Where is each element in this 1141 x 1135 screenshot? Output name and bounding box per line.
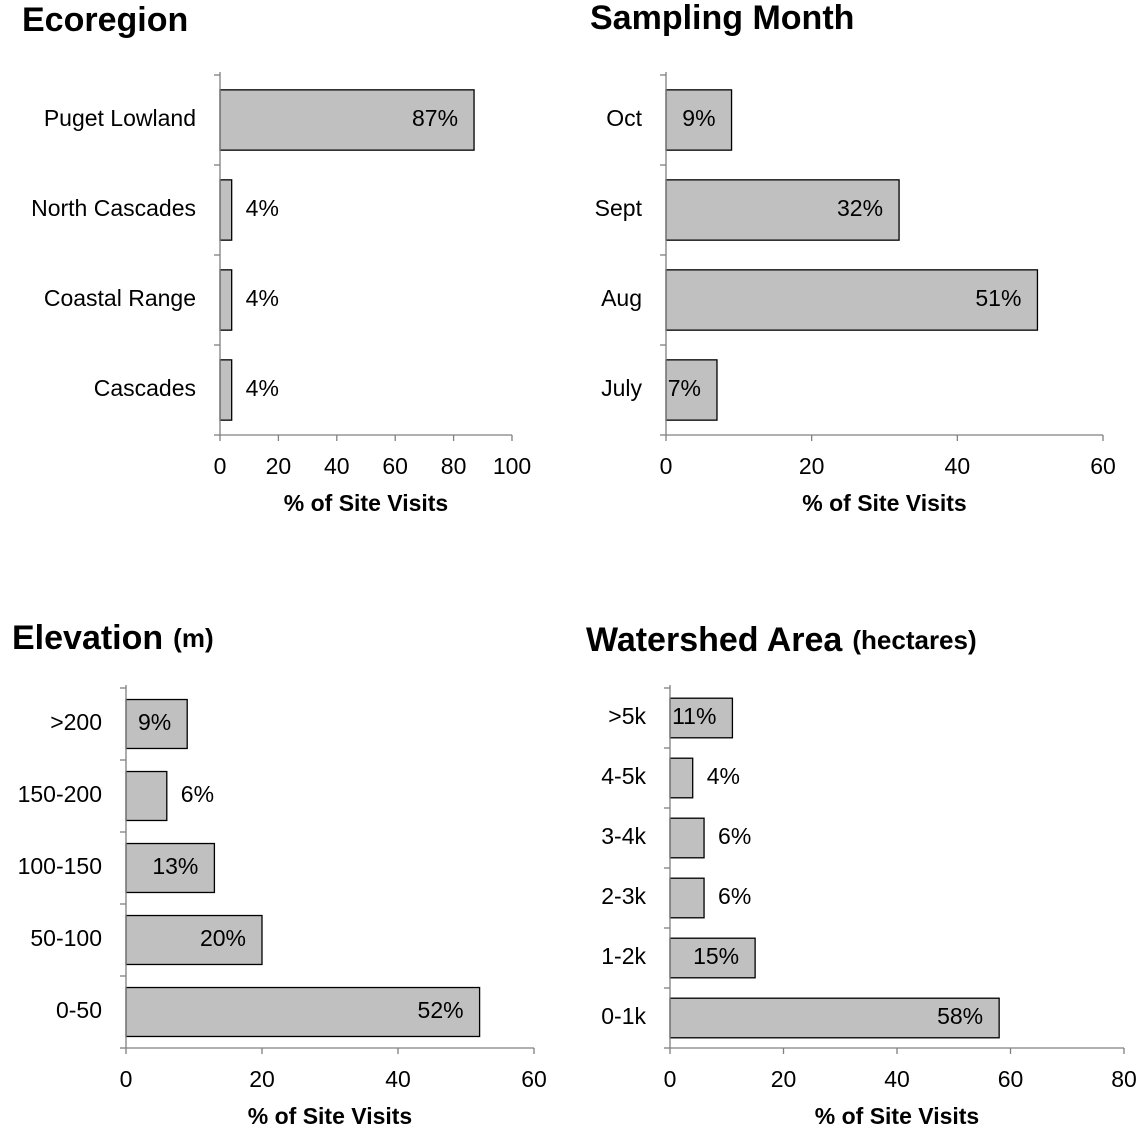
category-label: Aug (601, 285, 642, 311)
x-tick-label: 80 (441, 453, 467, 479)
x-tick-label: 60 (1090, 453, 1116, 479)
chart-title: Sampling Month (590, 0, 854, 37)
bar (669, 697, 734, 739)
chart-panel: Sampling Month Oct 9% Sept 32% Aug 51% July 7% 0 2… (590, 0, 1116, 516)
x-tick-label: 60 (521, 1066, 547, 1092)
title-main: Ecoregion (22, 1, 188, 39)
value-label: 4% (246, 285, 279, 311)
chart-panel: Elevation (m) >200 9% 150-200 6% 100-150 13% 50-… (12, 619, 547, 1129)
chart-title: Elevation (m) (12, 619, 214, 657)
value-label: 58% (937, 1003, 983, 1029)
category-label: 2-3k (601, 883, 646, 909)
title-unit: (hectares) (852, 625, 976, 655)
category-label: North Cascades (31, 195, 196, 221)
category-label: >5k (608, 703, 646, 729)
value-label: 20% (200, 925, 246, 951)
category-label: Coastal Range (44, 285, 196, 311)
x-tick-label: 0 (664, 1066, 677, 1092)
bar (665, 269, 1039, 331)
bar (669, 817, 705, 859)
value-label: 4% (246, 195, 279, 221)
bar (669, 757, 694, 799)
value-label: 51% (975, 285, 1021, 311)
category-label: >200 (50, 709, 102, 735)
value-label: 6% (718, 823, 751, 849)
chart-title: Watershed Area (hectares) (586, 621, 977, 659)
category-label: Cascades (94, 375, 196, 401)
category-label: July (601, 375, 642, 401)
value-label: 7% (668, 375, 701, 401)
value-label: 6% (718, 883, 751, 909)
bar (669, 877, 705, 919)
category-label: 0-1k (601, 1003, 646, 1029)
title-unit: (m) (173, 623, 213, 653)
category-label: 50-100 (30, 925, 102, 951)
category-label: 100-150 (18, 853, 102, 879)
x-axis-title: % of Site Visits (284, 490, 448, 516)
bar (219, 359, 233, 421)
bar (669, 937, 756, 979)
x-tick-label: 20 (799, 453, 825, 479)
bar (669, 997, 1000, 1039)
x-tick-label: 0 (214, 453, 227, 479)
x-tick-label: 20 (249, 1066, 275, 1092)
value-label: 87% (412, 105, 458, 131)
bar (125, 770, 168, 822)
chart-panel: Watershed Area (hectares) >5k 11% 4-5k 4% 3-4k… (586, 621, 1137, 1129)
value-label: 32% (837, 195, 883, 221)
x-axis-title: % of Site Visits (802, 490, 966, 516)
category-label: Puget Lowland (44, 105, 196, 131)
value-label: 11% (672, 703, 716, 729)
x-tick-label: 100 (493, 453, 531, 479)
x-tick-label: 40 (385, 1066, 411, 1092)
chart-title: Ecoregion (22, 1, 188, 39)
bar (125, 698, 188, 750)
x-tick-label: 20 (266, 453, 292, 479)
value-label: 15% (693, 943, 739, 969)
bar (219, 89, 475, 151)
category-label: 3-4k (601, 823, 646, 849)
value-label: 13% (152, 853, 198, 879)
value-label: 4% (246, 375, 279, 401)
value-label: 9% (138, 709, 171, 735)
x-tick-label: 60 (382, 453, 408, 479)
x-axis-title: % of Site Visits (815, 1103, 979, 1129)
value-label: 6% (181, 781, 214, 807)
bar (665, 89, 733, 151)
bar (219, 269, 233, 331)
value-label: 4% (707, 763, 740, 789)
title-main: Elevation (12, 619, 163, 657)
category-label: 0-50 (56, 997, 102, 1023)
title-main: Sampling Month (590, 0, 854, 37)
x-tick-label: 40 (884, 1066, 910, 1092)
x-tick-label: 0 (660, 453, 673, 479)
category-label: Oct (606, 105, 642, 131)
bar (125, 986, 481, 1038)
title-main: Watershed Area (586, 621, 843, 659)
x-tick-label: 40 (324, 453, 350, 479)
value-label: 9% (682, 105, 715, 131)
category-label: 150-200 (18, 781, 102, 807)
x-tick-label: 40 (945, 453, 971, 479)
category-label: Sept (595, 195, 643, 221)
x-tick-label: 0 (120, 1066, 133, 1092)
bar (665, 179, 900, 241)
bar (219, 179, 233, 241)
chart-panel: Ecoregion Puget Lowland 87% North Cascades 4… (22, 1, 531, 516)
x-tick-label: 80 (1111, 1066, 1137, 1092)
category-label: 4-5k (601, 763, 646, 789)
x-axis-title: % of Site Visits (248, 1103, 412, 1129)
category-label: 1-2k (601, 943, 646, 969)
bar (125, 842, 216, 894)
x-tick-label: 60 (998, 1066, 1024, 1092)
value-label: 52% (418, 997, 464, 1023)
x-tick-label: 20 (771, 1066, 797, 1092)
